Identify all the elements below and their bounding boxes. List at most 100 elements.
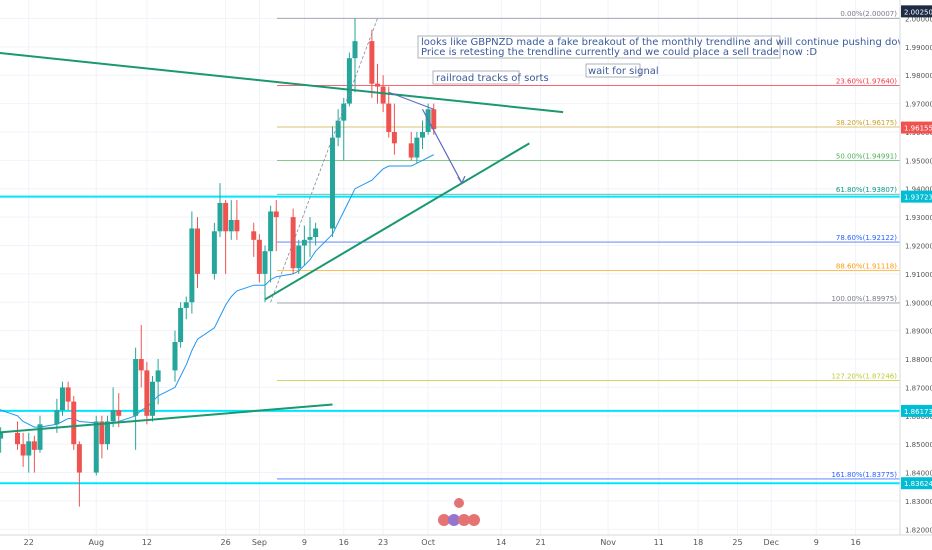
candle-body (31, 441, 37, 450)
x-tick-label: 16 (851, 538, 861, 547)
trendline (264, 142, 530, 301)
y-tick-label: 1.97000 (905, 101, 932, 109)
fibonacci-layer: 0.00%(2.00007) 23.60%(1.97640) 38.20%(1.96… (277, 10, 900, 480)
economic-events-icons[interactable] (438, 498, 480, 526)
candle-body (211, 231, 217, 274)
event-icon[interactable] (448, 514, 460, 526)
candle-body (54, 410, 60, 425)
candle-body (346, 58, 352, 104)
arrow-connector-line (388, 91, 434, 110)
candle-body (150, 381, 155, 416)
candle-body (273, 211, 279, 218)
x-tick-label: 11 (654, 538, 664, 547)
annotations-layer: looks like GBPNZD made a fake breakout o… (417, 35, 912, 85)
candle-body (234, 219, 240, 232)
y-tick-label: 1.98000 (905, 72, 932, 80)
candle-body (386, 103, 392, 132)
fib-level-label: 38.20%(1.96175) (836, 119, 897, 127)
price-tag (901, 477, 932, 490)
fib-level-label: 161.80%(1.83775) (831, 471, 897, 479)
candle-body (65, 387, 71, 402)
y-tick-label: 1.85000 (905, 441, 932, 449)
fib-level-label: 100.00%(1.89975) (831, 295, 897, 303)
candle-body (138, 359, 144, 371)
horizontal-lines-layer (0, 195, 900, 485)
event-icon[interactable] (438, 514, 450, 526)
candle-body (268, 211, 274, 252)
candle-body (178, 307, 184, 343)
event-icon[interactable] (468, 514, 480, 526)
candle-body (352, 41, 358, 59)
candles-layer (0, 18, 437, 507)
y-tick-label: 1.82000 (905, 526, 932, 534)
candle-body (375, 83, 380, 87)
annotation-text-railroad: railroad tracks of sorts (436, 73, 549, 84)
grid-layer (0, 0, 900, 535)
price-tag (901, 121, 932, 134)
candle-body (76, 444, 82, 473)
x-tick-label: 26 (221, 538, 231, 547)
trendline (0, 403, 333, 434)
x-tick-label: 16 (339, 538, 349, 547)
x-tick-label: 21 (536, 538, 546, 547)
candle-body (262, 251, 268, 274)
drawings-layer (270, 18, 466, 303)
annotation-text-wait: wait for signal (588, 66, 659, 77)
candle-body (335, 120, 341, 138)
candle-body (105, 421, 110, 445)
candle-body (189, 228, 195, 303)
price-tags: 2.00250 1.96155 1.93723 1.86173 1.83624 (901, 5, 932, 490)
price-tag-label: 1.93723 (904, 194, 932, 202)
candle-body (223, 202, 229, 232)
candle-body (0, 432, 4, 439)
candle-body (195, 228, 200, 274)
x-tick-label: Oct (421, 538, 435, 547)
annotation-text-line1: looks like GBPNZD made a fake breakout o… (421, 37, 912, 48)
y-tick-label: 2.00000 (905, 15, 932, 23)
candle-body (369, 41, 375, 84)
y-tick-label: 1.95000 (905, 157, 932, 165)
candle-body (93, 421, 99, 473)
annotation-box-wait (585, 63, 641, 78)
price-tag (901, 5, 932, 18)
x-tick-label: Aug (88, 538, 104, 547)
moving-average-line (0, 154, 435, 428)
fib-level-label: 50.00%(1.94991) (836, 153, 897, 161)
y-tick-label: 1.87000 (905, 384, 932, 392)
candle-body (60, 387, 65, 411)
x-tick-label: Nov (600, 538, 616, 547)
trendline (0, 52, 564, 114)
y-tick-label: 1.84000 (905, 470, 932, 478)
annotation-box-main (417, 35, 781, 59)
event-icon[interactable] (458, 514, 470, 526)
sell-arrow-head (457, 175, 466, 185)
event-icon[interactable] (454, 498, 464, 508)
x-tick-label: 9 (814, 538, 819, 547)
price-tag-label: 2.00250 (904, 8, 932, 16)
candle-body (228, 219, 234, 232)
fib-level-label: 127.20%(1.87246) (831, 372, 897, 380)
candle-body (431, 109, 437, 130)
candle-body (313, 228, 319, 237)
price-tag-label: 1.83624 (904, 480, 932, 488)
y-tick-label: 1.94000 (905, 186, 932, 194)
y-tick-label: 1.91000 (905, 271, 932, 279)
annotation-text-line2: Price is retesting the trendline current… (421, 47, 817, 58)
candle-body (144, 370, 150, 416)
price-tag (901, 190, 932, 203)
y-tick-label: 1.90000 (905, 299, 932, 307)
candle-body (307, 236, 313, 240)
x-tick-labels: 22 Aug 12 26 Sep 9 16 23 Oct 14 21 Nov 11 18 25 Dec 9 16 (24, 538, 861, 547)
y-tick-label: 1.83000 (905, 498, 932, 506)
candle-body (414, 137, 420, 158)
y-tick-label: 1.99000 (905, 44, 932, 52)
candle-body (26, 441, 32, 456)
candle-body (391, 131, 397, 144)
x-tick-label: Sep (252, 538, 267, 547)
sell-arrow-line (421, 108, 463, 184)
moving-average-layer (0, 154, 435, 428)
candle-body (37, 424, 43, 450)
projection-dashed-line (270, 18, 378, 303)
